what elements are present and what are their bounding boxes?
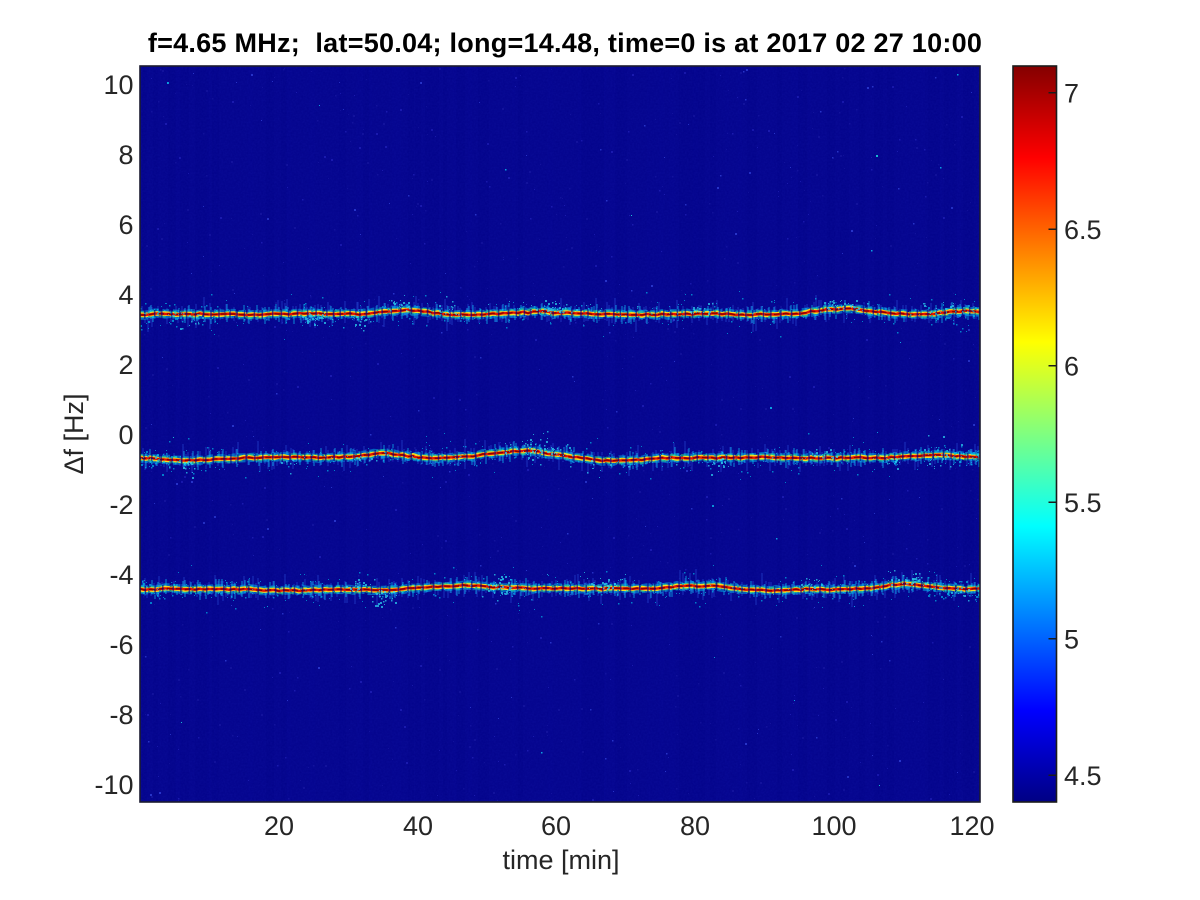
svg-text:-4: -4 — [109, 560, 133, 590]
svg-text:Δf [Hz]: Δf [Hz] — [59, 393, 89, 474]
svg-text:2: 2 — [118, 350, 133, 380]
svg-text:4: 4 — [118, 280, 133, 310]
svg-text:4.5: 4.5 — [1064, 761, 1102, 791]
svg-text:f=4.65 MHz; lat=50.04; long=1: f=4.65 MHz; lat=50.04; long=14.48, time=… — [148, 28, 982, 58]
svg-text:6: 6 — [118, 210, 133, 240]
svg-text:-2: -2 — [109, 490, 133, 520]
svg-text:7: 7 — [1064, 79, 1079, 109]
svg-text:0: 0 — [118, 420, 133, 450]
svg-text:time [min]: time [min] — [502, 845, 619, 875]
svg-text:80: 80 — [680, 811, 710, 841]
svg-text:100: 100 — [811, 811, 856, 841]
svg-text:6.5: 6.5 — [1064, 215, 1102, 245]
svg-text:40: 40 — [403, 811, 433, 841]
svg-text:120: 120 — [949, 811, 994, 841]
svg-text:-8: -8 — [109, 700, 133, 730]
svg-text:60: 60 — [541, 811, 571, 841]
svg-text:-10: -10 — [94, 770, 133, 800]
svg-text:6: 6 — [1064, 351, 1079, 381]
svg-text:-6: -6 — [109, 630, 133, 660]
svg-text:10: 10 — [103, 70, 133, 100]
svg-text:5: 5 — [1064, 625, 1079, 655]
svg-text:20: 20 — [264, 811, 294, 841]
svg-text:5.5: 5.5 — [1064, 488, 1102, 518]
svg-text:8: 8 — [118, 140, 133, 170]
